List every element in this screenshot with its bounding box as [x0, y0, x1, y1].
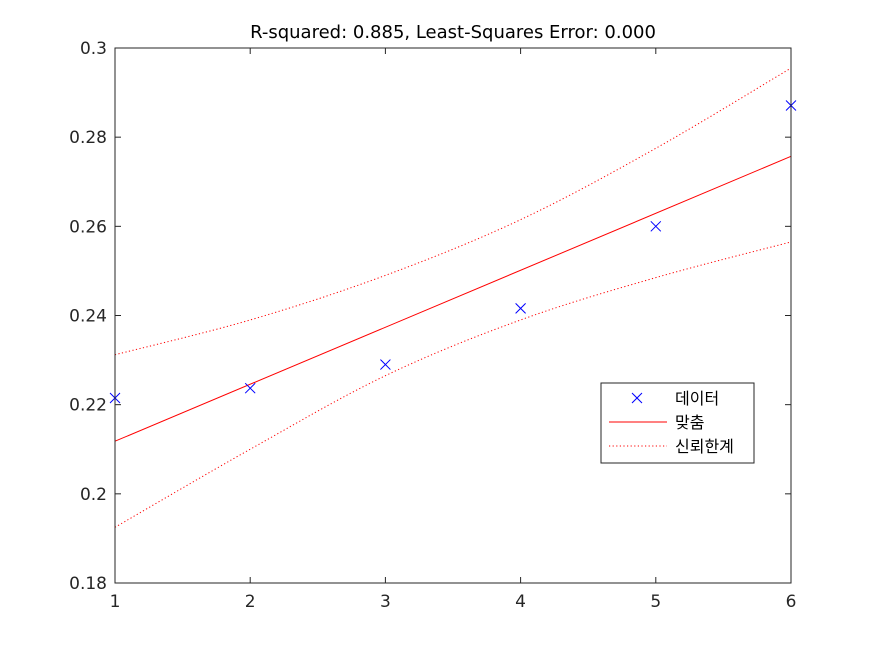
data-point — [650, 220, 662, 232]
data-point — [244, 382, 256, 394]
x-tick-label: 4 — [515, 592, 526, 612]
x-tick-label: 1 — [110, 592, 121, 612]
x-tick-label: 5 — [650, 592, 661, 612]
y-tick-label: 0.3 — [80, 39, 107, 59]
y-tick-label: 0.24 — [69, 307, 107, 327]
y-tick-label: 0.26 — [69, 217, 107, 237]
confidence-lower-line — [114, 241, 792, 528]
legend-label: 신뢰한계 — [675, 437, 734, 456]
series-layer — [109, 67, 797, 528]
ticks-layer: 1 2 3 4 5 6 0.18 0.2 0.22 0.24 0.26 0.28 0.3 — [69, 39, 796, 612]
legend-entry: 신뢰한계 — [609, 437, 734, 456]
x-tick-label: 6 — [786, 592, 797, 612]
y-tick-label: 0.22 — [69, 396, 107, 416]
axes-box — [114, 47, 792, 584]
legend-entry: 데이터 — [631, 389, 719, 408]
y-tick-label: 0.18 — [69, 574, 107, 594]
legend-label: 데이터 — [675, 389, 719, 408]
legend-marker-x — [631, 392, 643, 404]
legend-entry: 맞춤 — [609, 413, 704, 432]
y-tick-label: 0.2 — [80, 485, 107, 505]
legend-label: 맞춤 — [675, 413, 704, 432]
y-tick-label: 0.28 — [69, 128, 107, 148]
fit-line — [114, 155, 792, 442]
legend-box — [600, 382, 755, 464]
x-tick-label: 3 — [380, 592, 391, 612]
data-point — [515, 303, 526, 314]
x-tick-label: 2 — [245, 592, 256, 612]
chart-title: R-squared: 0.885, Least-Squares Error: 0… — [250, 22, 656, 43]
data-point — [380, 359, 391, 370]
plot-area — [115, 48, 791, 583]
